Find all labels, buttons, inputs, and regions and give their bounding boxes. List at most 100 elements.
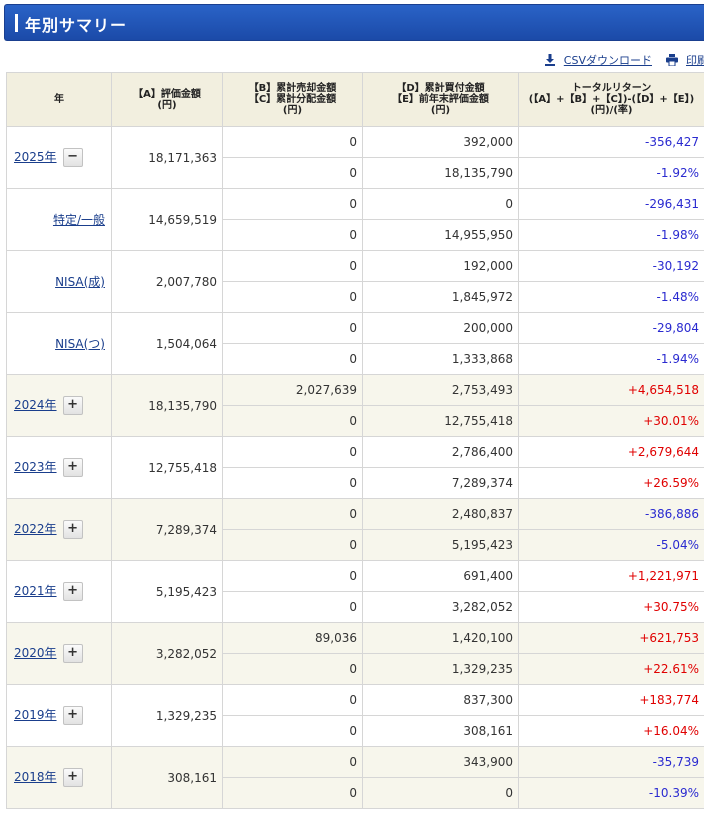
sold-amount-cell: 0 [222,250,363,282]
year-cell: NISA(成) [6,250,112,313]
table-row: 2018年 +308,161 0 343,900 -35,739 [6,746,704,809]
csv-download-link[interactable]: CSVダウンロード [544,52,652,68]
sold-amount-cell: 89,036 [222,622,363,654]
total-return-cell: +621,753 [518,622,704,654]
valuation-cell: 3,282,052 [111,622,223,685]
total-return-cell: +4,654,518 [518,374,704,406]
valuation-cell: 2,007,780 [111,250,223,313]
table-row: 0 0 -10.39% [7,777,704,809]
sold-amount-cell: 0 [222,188,363,220]
expand-button[interactable]: + [62,396,83,415]
header-valuation: 【A】評価金額 (円) [111,72,223,127]
return-rate-cell: +16.04% [518,715,704,747]
collapse-button[interactable]: − [62,148,83,167]
valuation-cell: 18,135,790 [111,374,223,437]
year-cell: 2021年 + [6,560,112,623]
distributed-amount-cell: 0 [222,467,363,499]
prev-year-valuation-cell: 308,161 [362,715,519,747]
table-row: 2021年 +5,195,423 0 691,400 +1,221,971 [6,560,704,623]
sold-amount-cell: 0 [222,436,363,468]
year-cell: NISA(つ) [6,312,112,375]
distributed-amount-cell: 0 [222,715,363,747]
distributed-amount-cell: 0 [222,281,363,313]
valuation-cell: 1,504,064 [111,312,223,375]
year-link[interactable]: 2018年 [14,770,57,784]
table-row: 2020年 +3,282,052 89,036 1,420,100 +621,753 [6,622,704,685]
total-return-cell: +183,774 [518,684,704,716]
return-rate-cell: +22.61% [518,653,704,685]
table-row: 0 1,333,868 -1.94% [7,343,704,375]
csv-download-label[interactable]: CSVダウンロード [563,54,652,67]
year-link[interactable]: 2024年 [14,398,57,412]
table-row: 特定/一般 14,659,519 0 0 -296,431 [6,188,704,251]
total-return-cell: -35,739 [518,746,704,778]
year-cell: 2024年 + [6,374,112,437]
year-cell: 2019年 + [6,684,112,747]
bought-amount-cell: 2,786,400 [362,436,519,468]
prev-year-valuation-cell: 1,845,972 [362,281,519,313]
account-type-link[interactable]: NISA(つ) [55,337,105,351]
table-row: 0 308,161 +16.04% [7,715,704,747]
expand-button[interactable]: + [62,582,83,601]
year-link[interactable]: 2019年 [14,708,57,722]
header-total-return: トータルリターン (【A】+【B】+【C】)-(【D】+【E】) (円)/(率) [518,72,704,127]
year-cell: 2025年 − [6,126,112,189]
distributed-amount-cell: 0 [222,777,363,809]
table-row: 2019年 +1,329,235 0 837,300 +183,774 [6,684,704,747]
year-link[interactable]: 2023年 [14,460,57,474]
table-row: 2022年 +7,289,374 0 2,480,837 -386,886 [6,498,704,561]
prev-year-valuation-cell: 14,955,950 [362,219,519,251]
year-cell: 2022年 + [6,498,112,561]
bought-amount-cell: 200,000 [362,312,519,344]
expand-button[interactable]: + [62,458,83,477]
sold-amount-cell: 0 [222,746,363,778]
valuation-cell: 7,289,374 [111,498,223,561]
total-return-cell: -356,427 [518,126,704,158]
year-link[interactable]: 2025年 [14,150,57,164]
total-return-cell: -29,804 [518,312,704,344]
return-rate-cell: -5.04% [518,529,704,561]
bought-amount-cell: 0 [362,188,519,220]
return-rate-cell: +26.59% [518,467,704,499]
yearly-summary-table: 年 【A】評価金額 (円) 【B】累計売却金額 【C】累計分配金額 (円) 【D】累計… [6,72,704,809]
table-row: NISA(つ) 1,504,064 0 200,000 -29,804 [6,312,704,375]
table-row: 0 12,755,418 +30.01% [7,405,704,437]
return-rate-cell: -1.92% [518,157,704,189]
bought-amount-cell: 837,300 [362,684,519,716]
table-row: NISA(成) 2,007,780 0 192,000 -30,192 [6,250,704,313]
account-type-link[interactable]: 特定/一般 [52,213,105,227]
expand-button[interactable]: + [62,706,83,725]
prev-year-valuation-cell: 7,289,374 [362,467,519,499]
year-link[interactable]: 2022年 [14,522,57,536]
prev-year-valuation-cell: 5,195,423 [362,529,519,561]
year-link[interactable]: 2020年 [14,646,57,660]
sold-amount-cell: 2,027,639 [222,374,363,406]
account-type-link[interactable]: NISA(成) [55,275,105,289]
distributed-amount-cell: 0 [222,219,363,251]
return-rate-cell: -1.48% [518,281,704,313]
header-bought-prev-valuation: 【D】累計買付金額 【E】前年末評価金額 (円) [362,72,519,127]
bought-amount-cell: 392,000 [362,126,519,158]
prev-year-valuation-cell: 12,755,418 [362,405,519,437]
bought-amount-cell: 192,000 [362,250,519,282]
total-return-cell: +2,679,644 [518,436,704,468]
distributed-amount-cell: 0 [222,653,363,685]
bought-amount-cell: 2,753,493 [362,374,519,406]
valuation-cell: 5,195,423 [111,560,223,623]
table-header-row: 年 【A】評価金額 (円) 【B】累計売却金額 【C】累計分配金額 (円) 【D】累計… [6,72,704,127]
year-link[interactable]: 2021年 [14,584,57,598]
print-link[interactable]: 印刷 [666,52,704,68]
sold-amount-cell: 0 [222,560,363,592]
distributed-amount-cell: 0 [222,405,363,437]
bought-amount-cell: 343,900 [362,746,519,778]
printer-icon [666,54,678,66]
year-cell: 2023年 + [6,436,112,499]
expand-button[interactable]: + [62,768,83,787]
expand-button[interactable]: + [62,520,83,539]
expand-button[interactable]: + [62,644,83,663]
print-label[interactable]: 印刷 [686,54,704,67]
table-row: 2024年 +18,135,790 2,027,639 2,753,493 +4,654… [6,374,704,437]
prev-year-valuation-cell: 1,333,868 [362,343,519,375]
page-title: 年別サマリー [25,16,128,35]
distributed-amount-cell: 0 [222,529,363,561]
